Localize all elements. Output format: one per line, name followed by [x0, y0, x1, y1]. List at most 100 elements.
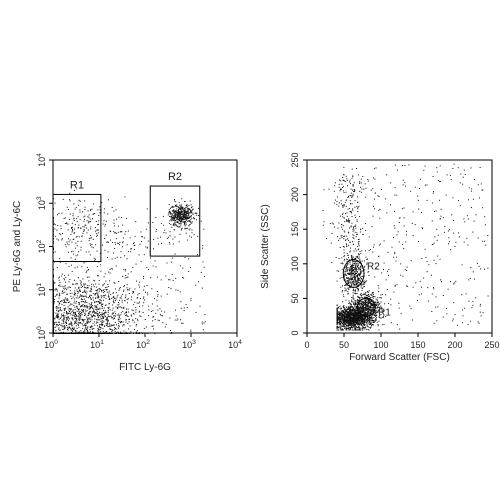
data-point — [96, 301, 98, 303]
data-point — [364, 319, 366, 321]
data-point — [363, 327, 365, 328]
data-point — [99, 299, 101, 301]
data-point — [369, 317, 371, 319]
data-point — [68, 281, 70, 283]
data-point — [366, 262, 368, 264]
data-point — [61, 315, 63, 316]
data-point — [96, 296, 98, 298]
data-point — [143, 285, 145, 287]
data-point — [374, 313, 376, 315]
data-point — [185, 210, 187, 212]
data-point — [354, 270, 356, 272]
data-point — [353, 184, 354, 186]
data-point — [353, 325, 355, 327]
data-point — [354, 319, 356, 321]
data-point — [374, 310, 376, 312]
data-point — [72, 230, 74, 232]
data-point — [372, 305, 373, 306]
data-point — [100, 317, 102, 319]
data-point — [68, 265, 70, 267]
data-point — [351, 267, 353, 269]
data-point — [351, 297, 353, 298]
data-point — [371, 295, 373, 296]
data-point — [190, 329, 192, 331]
data-point — [364, 296, 366, 298]
data-point — [183, 216, 185, 218]
data-point — [358, 314, 360, 316]
data-point — [86, 296, 88, 298]
data-point — [104, 295, 106, 296]
data-point — [65, 298, 67, 300]
data-point — [355, 303, 357, 305]
data-point — [66, 223, 68, 225]
data-point — [450, 281, 451, 282]
data-point — [107, 241, 109, 243]
data-point — [115, 328, 117, 329]
data-point — [173, 209, 175, 211]
data-point — [80, 330, 82, 332]
data-point — [350, 312, 352, 314]
data-point — [123, 306, 125, 308]
data-point — [197, 254, 198, 256]
data-point — [76, 305, 78, 307]
data-point — [355, 318, 357, 320]
data-point — [184, 228, 186, 230]
data-point — [349, 311, 351, 312]
data-point — [471, 307, 473, 309]
data-point — [108, 326, 110, 327]
data-point — [352, 307, 354, 309]
data-point — [138, 254, 140, 256]
data-point — [106, 331, 108, 332]
data-point — [148, 305, 150, 307]
data-point — [363, 293, 365, 295]
data-point — [181, 220, 183, 222]
data-point — [80, 290, 81, 292]
data-point — [119, 288, 121, 290]
data-point — [171, 218, 173, 220]
data-point — [143, 302, 145, 304]
data-point — [177, 213, 179, 215]
data-point — [125, 294, 127, 296]
data-point — [57, 317, 59, 319]
data-point — [343, 312, 345, 314]
data-point — [191, 211, 193, 213]
data-point — [71, 231, 73, 233]
data-point — [188, 229, 190, 231]
data-point — [137, 320, 139, 322]
data-point — [342, 324, 344, 325]
data-point — [106, 318, 108, 320]
data-point — [119, 231, 121, 233]
data-point — [341, 314, 343, 315]
x-tick-exponent: 1 — [100, 339, 104, 346]
data-point — [60, 234, 62, 236]
data-point — [352, 320, 353, 322]
data-point — [365, 314, 367, 316]
data-point — [169, 235, 171, 237]
data-point — [97, 224, 99, 226]
data-point — [350, 328, 351, 330]
data-point — [344, 255, 346, 257]
data-point — [128, 318, 130, 320]
data-point — [90, 304, 92, 306]
data-point — [376, 312, 378, 314]
data-point — [67, 329, 69, 331]
data-point — [68, 324, 70, 326]
data-point — [439, 258, 441, 260]
data-point — [359, 282, 361, 284]
data-point — [116, 314, 118, 316]
data-point — [352, 279, 353, 281]
data-point — [357, 271, 359, 273]
data-point — [352, 310, 354, 312]
data-point — [354, 283, 355, 285]
data-point — [436, 239, 438, 241]
data-point — [127, 315, 129, 317]
data-point — [349, 329, 351, 331]
data-point — [129, 318, 130, 320]
data-point — [97, 232, 99, 234]
data-point — [59, 302, 61, 304]
y-tick-base: 10 — [37, 330, 47, 340]
data-point — [186, 205, 188, 207]
data-point — [340, 322, 341, 324]
data-point — [173, 217, 175, 219]
data-point — [100, 324, 102, 325]
